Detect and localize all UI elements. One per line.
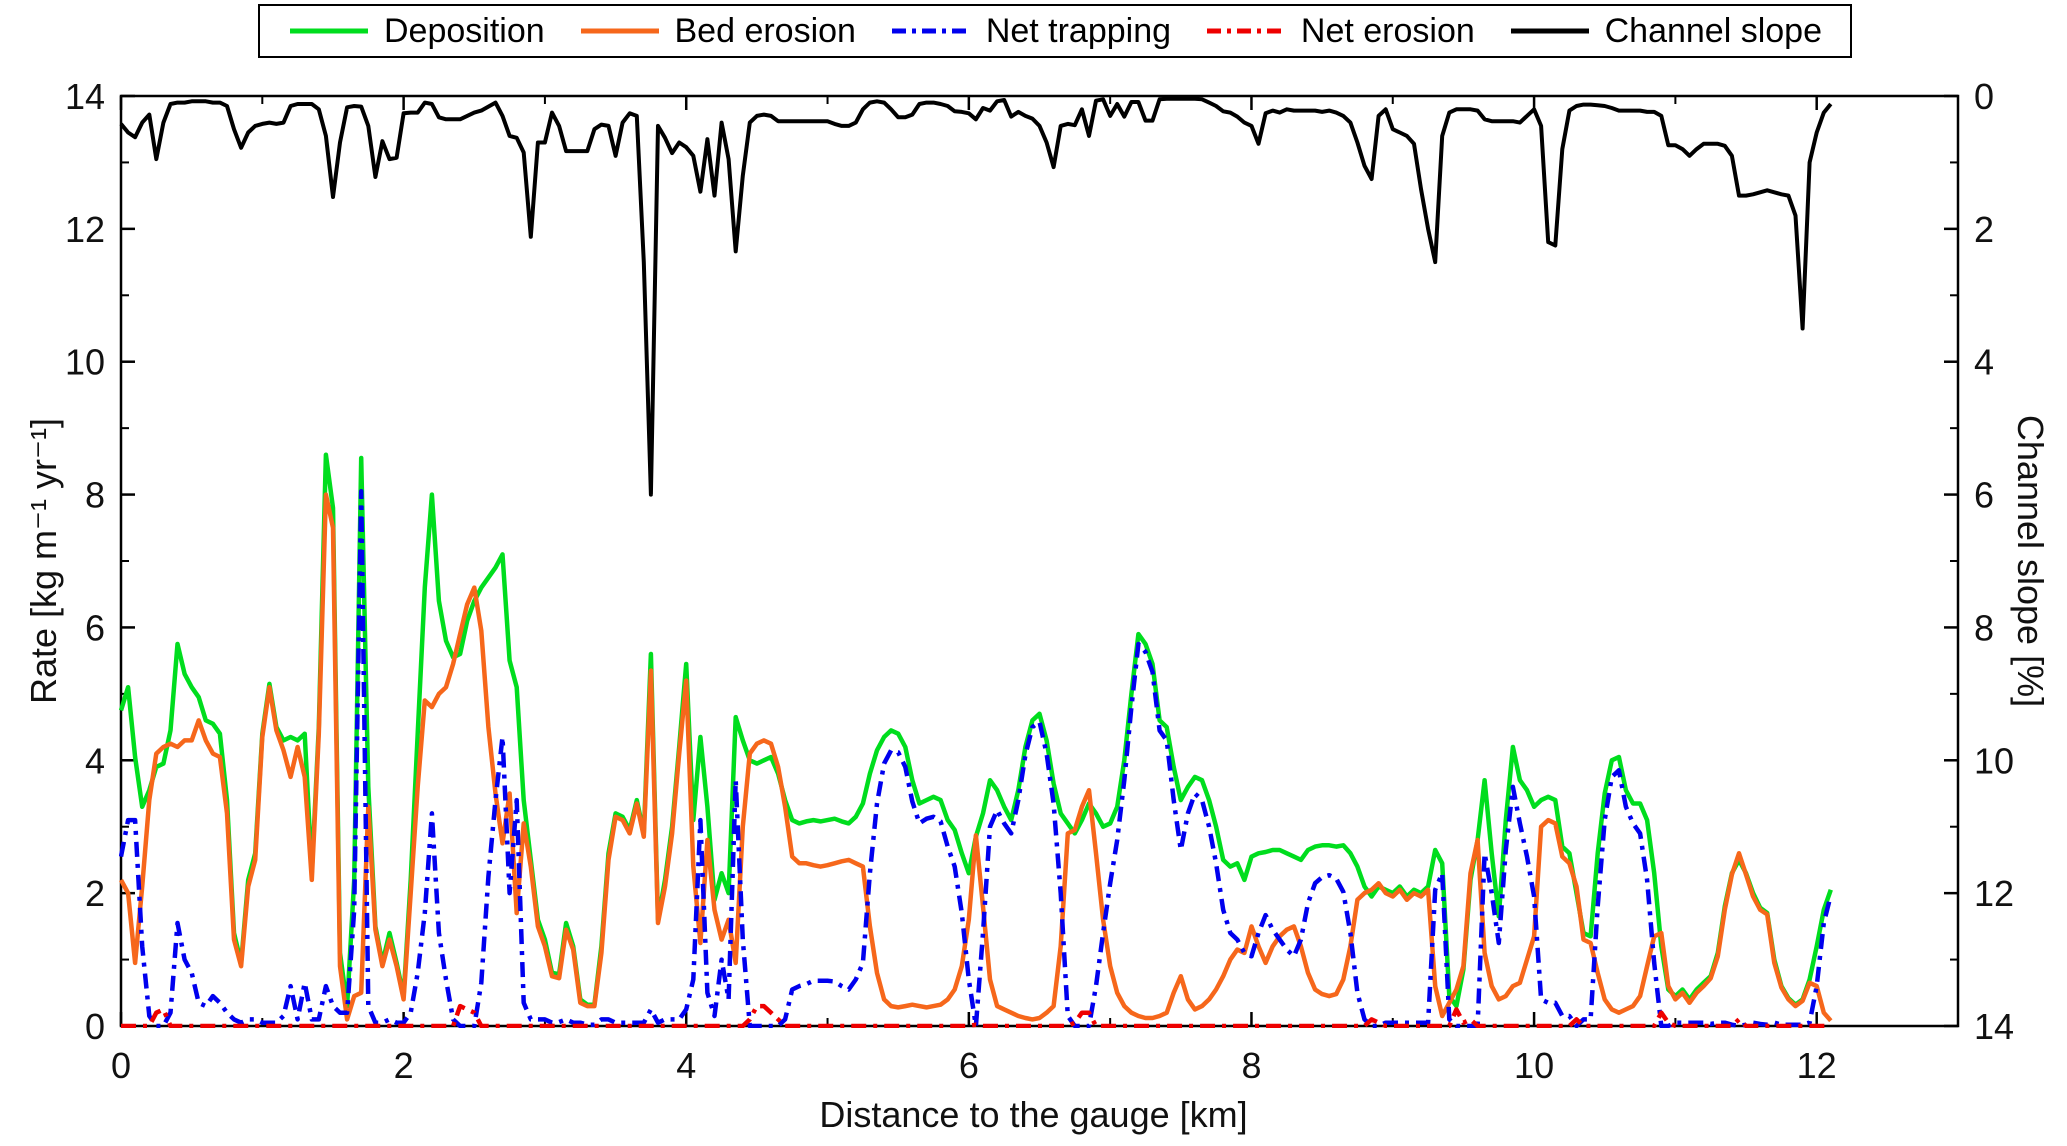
x-tick-label: 0 — [111, 1045, 131, 1086]
y-axis-right-label: Channel slope [%] — [2010, 414, 2051, 708]
y-right-tick-label: 0 — [1974, 76, 1994, 117]
y-right-tick-label: 6 — [1974, 475, 1994, 516]
legend-item-channel-slope: Channel slope — [1509, 12, 1822, 51]
series-line-channel-slope — [119, 96, 1833, 497]
y-right-tick-label: 12 — [1974, 873, 2014, 914]
legend-box: Deposition Bed erosion Net trapping Net ero… — [258, 4, 1852, 58]
legend-label: Bed erosion — [674, 11, 856, 50]
legend-label: Net erosion — [1300, 11, 1475, 50]
x-tick-label: 8 — [1241, 1045, 1261, 1086]
legend-line-sample-icon — [1206, 28, 1285, 34]
legend-line-sample-icon — [891, 28, 970, 34]
y-left-tick-label: 2 — [85, 873, 105, 914]
y-left-tick-label: 4 — [85, 740, 105, 781]
legend-label: Channel slope — [1604, 11, 1822, 50]
x-tick-label: 4 — [676, 1045, 696, 1086]
y-axis-left-label: Rate [kg m⁻¹ yr⁻¹] — [23, 417, 64, 705]
y-left-tick-label: 10 — [65, 342, 105, 383]
series-line-deposition — [119, 452, 1833, 1009]
y-right-tick-label: 2 — [1974, 209, 1994, 250]
series-line-net-trapping — [119, 488, 1833, 1028]
x-tick-label: 10 — [1514, 1045, 1554, 1086]
y-right-tick-label: 14 — [1974, 1006, 2014, 1047]
y-left-tick-label: 6 — [85, 607, 105, 648]
legend-item-net-erosion: Net erosion — [1205, 12, 1475, 51]
legend-item-bed-erosion: Bed erosion — [579, 12, 856, 51]
y-right-tick-label: 8 — [1974, 607, 1994, 648]
legend-line-sample-icon — [290, 28, 368, 34]
legend-line-sample-icon — [1510, 28, 1589, 34]
series-line-bed-erosion — [119, 492, 1833, 1023]
y-left-tick-label: 0 — [85, 1006, 105, 1047]
legend-line-sample-icon — [580, 28, 659, 34]
x-tick-label: 2 — [394, 1045, 414, 1086]
plot-border — [119, 94, 1960, 1028]
x-tick-label: 12 — [1797, 1045, 1837, 1086]
legend-item-deposition: Deposition — [288, 12, 545, 51]
y-right-tick-label: 4 — [1974, 342, 1994, 383]
y-left-tick-label: 12 — [65, 209, 105, 250]
y-left-tick-label: 8 — [85, 475, 105, 516]
legend-item-net-trapping: Net trapping — [890, 12, 1171, 51]
series-line-net-erosion — [121, 1003, 1831, 1028]
y-right-tick-label: 10 — [1974, 740, 2014, 781]
legend-label: Deposition — [384, 11, 545, 50]
y-left-tick-label: 14 — [65, 76, 105, 117]
x-tick-label: 6 — [959, 1045, 979, 1086]
legend-label: Net trapping — [985, 11, 1172, 50]
x-axis-label: Distance to the gauge [km] — [819, 1094, 1248, 1135]
